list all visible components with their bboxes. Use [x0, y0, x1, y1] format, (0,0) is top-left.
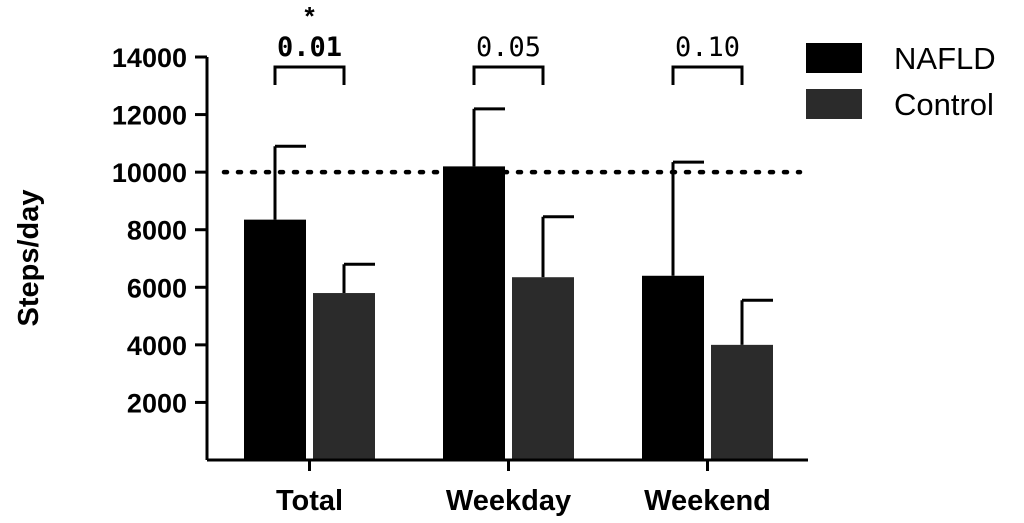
legend-label-nafld: NAFLD: [894, 41, 996, 76]
bar-nafld-weekend: [642, 275, 704, 460]
legend-swatch-nafld: [806, 43, 862, 73]
y-tick-label: 14000: [112, 43, 187, 73]
legend-swatch-control: [806, 89, 862, 119]
p-value-weekday: 0.05: [476, 32, 541, 63]
legend: NAFLD Control: [806, 41, 996, 122]
x-tick-label-total: Total: [276, 485, 343, 517]
significance-star-total: *: [304, 1, 315, 31]
bar-control-total: [313, 293, 375, 460]
y-tick-label: 8000: [127, 216, 187, 246]
x-tick-label-weekend: Weekend: [644, 485, 771, 517]
significance-annotations: 0.01* 0.05 0.10: [273, 1, 744, 85]
bar-nafld-total: [244, 219, 306, 460]
bar-nafld-weekday: [443, 166, 505, 460]
y-tick-label: 10000: [112, 158, 187, 188]
bracket-weekday: [472, 65, 545, 85]
y-axis: 2000 4000 6000 8000 10000 12000 14000: [112, 43, 209, 460]
y-tick-label: 6000: [127, 273, 187, 303]
bar-control-weekday: [512, 277, 574, 460]
bracket-weekend: [671, 65, 744, 85]
p-value-weekend: 0.10: [675, 32, 740, 63]
x-axis: Total Weekday Weekend: [207, 458, 808, 517]
y-tick-label: 4000: [127, 331, 187, 361]
y-tick-label: 12000: [112, 101, 187, 131]
legend-label-control: Control: [894, 87, 994, 122]
bracket-total: [273, 65, 346, 85]
bar-control-weekend: [711, 344, 773, 460]
bars: [244, 107, 773, 460]
x-tick-label-weekday: Weekday: [446, 485, 571, 517]
y-axis-label: Steps/day: [13, 190, 45, 327]
p-value-total: 0.01: [277, 32, 342, 63]
y-tick-label: 2000: [127, 388, 187, 418]
